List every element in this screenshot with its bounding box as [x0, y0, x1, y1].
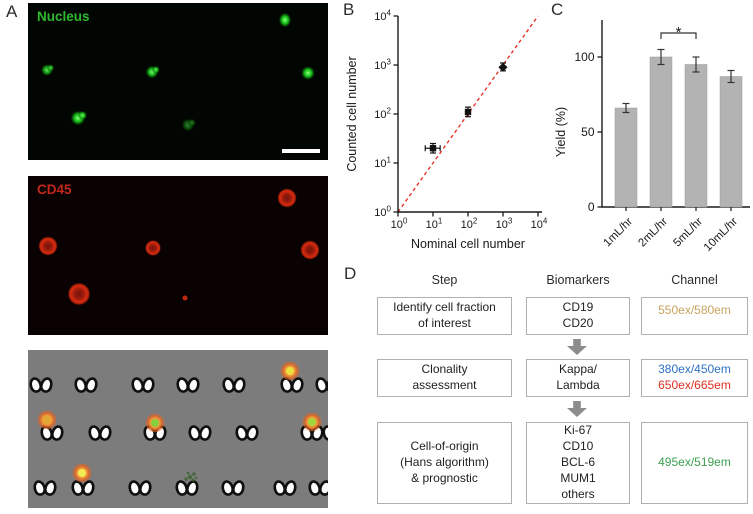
cd45-fluorescence-image: CD45 [28, 176, 328, 335]
step-box-cell-of-origin: Cell-of-origin (Hans algorithm) & progno… [377, 422, 512, 504]
panel-d-label: D [344, 264, 357, 283]
channel-value: 550ex/580em [658, 303, 731, 317]
channel-box-row1: 550ex/580em [641, 297, 748, 335]
biomarker-box-hans-panel: Ki-67 CD10 BCL-6 MUM1 others [526, 422, 630, 504]
column-header-step: Step [431, 273, 458, 287]
channel-box-row3: 495ex/519em [641, 422, 748, 504]
svg-text:Nominal cell number: Nominal cell number [411, 237, 525, 251]
svg-text:Nucleus: Nucleus [37, 9, 90, 24]
cd45-image-canvas: CD45 [28, 176, 328, 335]
yield-bar-chart: 0 50 100 Yield (%) 1mL/hr 2mL/hr 5mL/hr10mL/hr… [554, 20, 750, 254]
svg-text:103: 103 [496, 216, 513, 231]
channel-value: 650ex/665em [658, 378, 731, 392]
column-header-channel: Channel [671, 273, 718, 287]
channel-value: 495ex/519em [658, 455, 731, 470]
svg-text:101: 101 [426, 216, 443, 231]
svg-text:10mL/hr: 10mL/hr [702, 216, 740, 254]
channel-value: 380ex/450em [658, 362, 731, 377]
svg-text:102: 102 [461, 216, 478, 231]
panel-c-label: C [551, 0, 564, 19]
svg-text:5mL/hr: 5mL/hr [671, 216, 705, 250]
svg-text:100: 100 [574, 50, 594, 64]
svg-text:104: 104 [531, 216, 548, 231]
biomarker-box-cd19-cd20: CD19 CD20 [526, 297, 630, 335]
nucleus-image-canvas: Nucleus [28, 3, 328, 160]
svg-text:102: 102 [374, 106, 391, 121]
svg-text:103: 103 [374, 57, 391, 72]
step-box-identify-cell-fraction: Identify cell fraction of interest [377, 297, 512, 335]
svg-text:104: 104 [374, 8, 391, 23]
svg-text:1mL/hr: 1mL/hr [601, 216, 635, 250]
svg-text:CD45: CD45 [37, 182, 72, 197]
panel-b-label: B [343, 0, 355, 19]
down-arrow-icon [567, 401, 587, 422]
brightfield-trap-image [28, 350, 328, 508]
svg-text:Yield (%): Yield (%) [554, 107, 568, 157]
svg-text:50: 50 [581, 125, 595, 139]
nucleus-fluorescence-image: Nucleus [28, 3, 328, 160]
svg-text:Counted cell number: Counted cell number [345, 56, 359, 171]
svg-text:*: * [676, 24, 682, 41]
svg-text:100: 100 [374, 204, 391, 219]
brightfield-image-canvas [28, 350, 328, 508]
svg-text:2mL/hr: 2mL/hr [636, 216, 670, 250]
down-arrow-icon [567, 339, 587, 360]
svg-text:0: 0 [588, 200, 595, 214]
svg-text:101: 101 [374, 155, 391, 170]
biomarker-box-kappa-lambda: Kappa/ Lambda [526, 359, 630, 397]
column-header-biomarkers: Biomarkers [546, 273, 610, 287]
step-box-clonality-assessment: Clonality assessment [377, 359, 512, 397]
panel-a-label: A [6, 2, 18, 21]
channel-box-row2: 380ex/450em 650ex/665em [641, 359, 748, 397]
svg-text:100: 100 [391, 216, 408, 231]
